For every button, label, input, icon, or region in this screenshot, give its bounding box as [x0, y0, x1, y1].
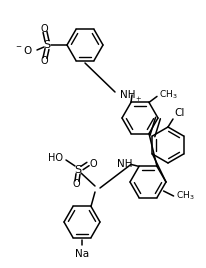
Text: $^+$: $^+$ — [133, 96, 142, 106]
Text: O: O — [40, 24, 48, 34]
Text: CH$_3$: CH$_3$ — [158, 88, 177, 101]
Text: NH: NH — [116, 159, 132, 169]
Text: Cl: Cl — [173, 108, 184, 118]
Text: HO: HO — [48, 153, 63, 163]
Text: S: S — [74, 165, 81, 175]
Text: NH: NH — [119, 90, 135, 100]
Text: O: O — [90, 159, 97, 169]
Text: CH$_3$: CH$_3$ — [175, 190, 193, 202]
Text: O: O — [40, 56, 48, 66]
Text: S: S — [43, 40, 50, 50]
Text: $^-$O: $^-$O — [14, 44, 33, 56]
Text: O: O — [72, 179, 80, 189]
Text: Na: Na — [75, 249, 89, 259]
